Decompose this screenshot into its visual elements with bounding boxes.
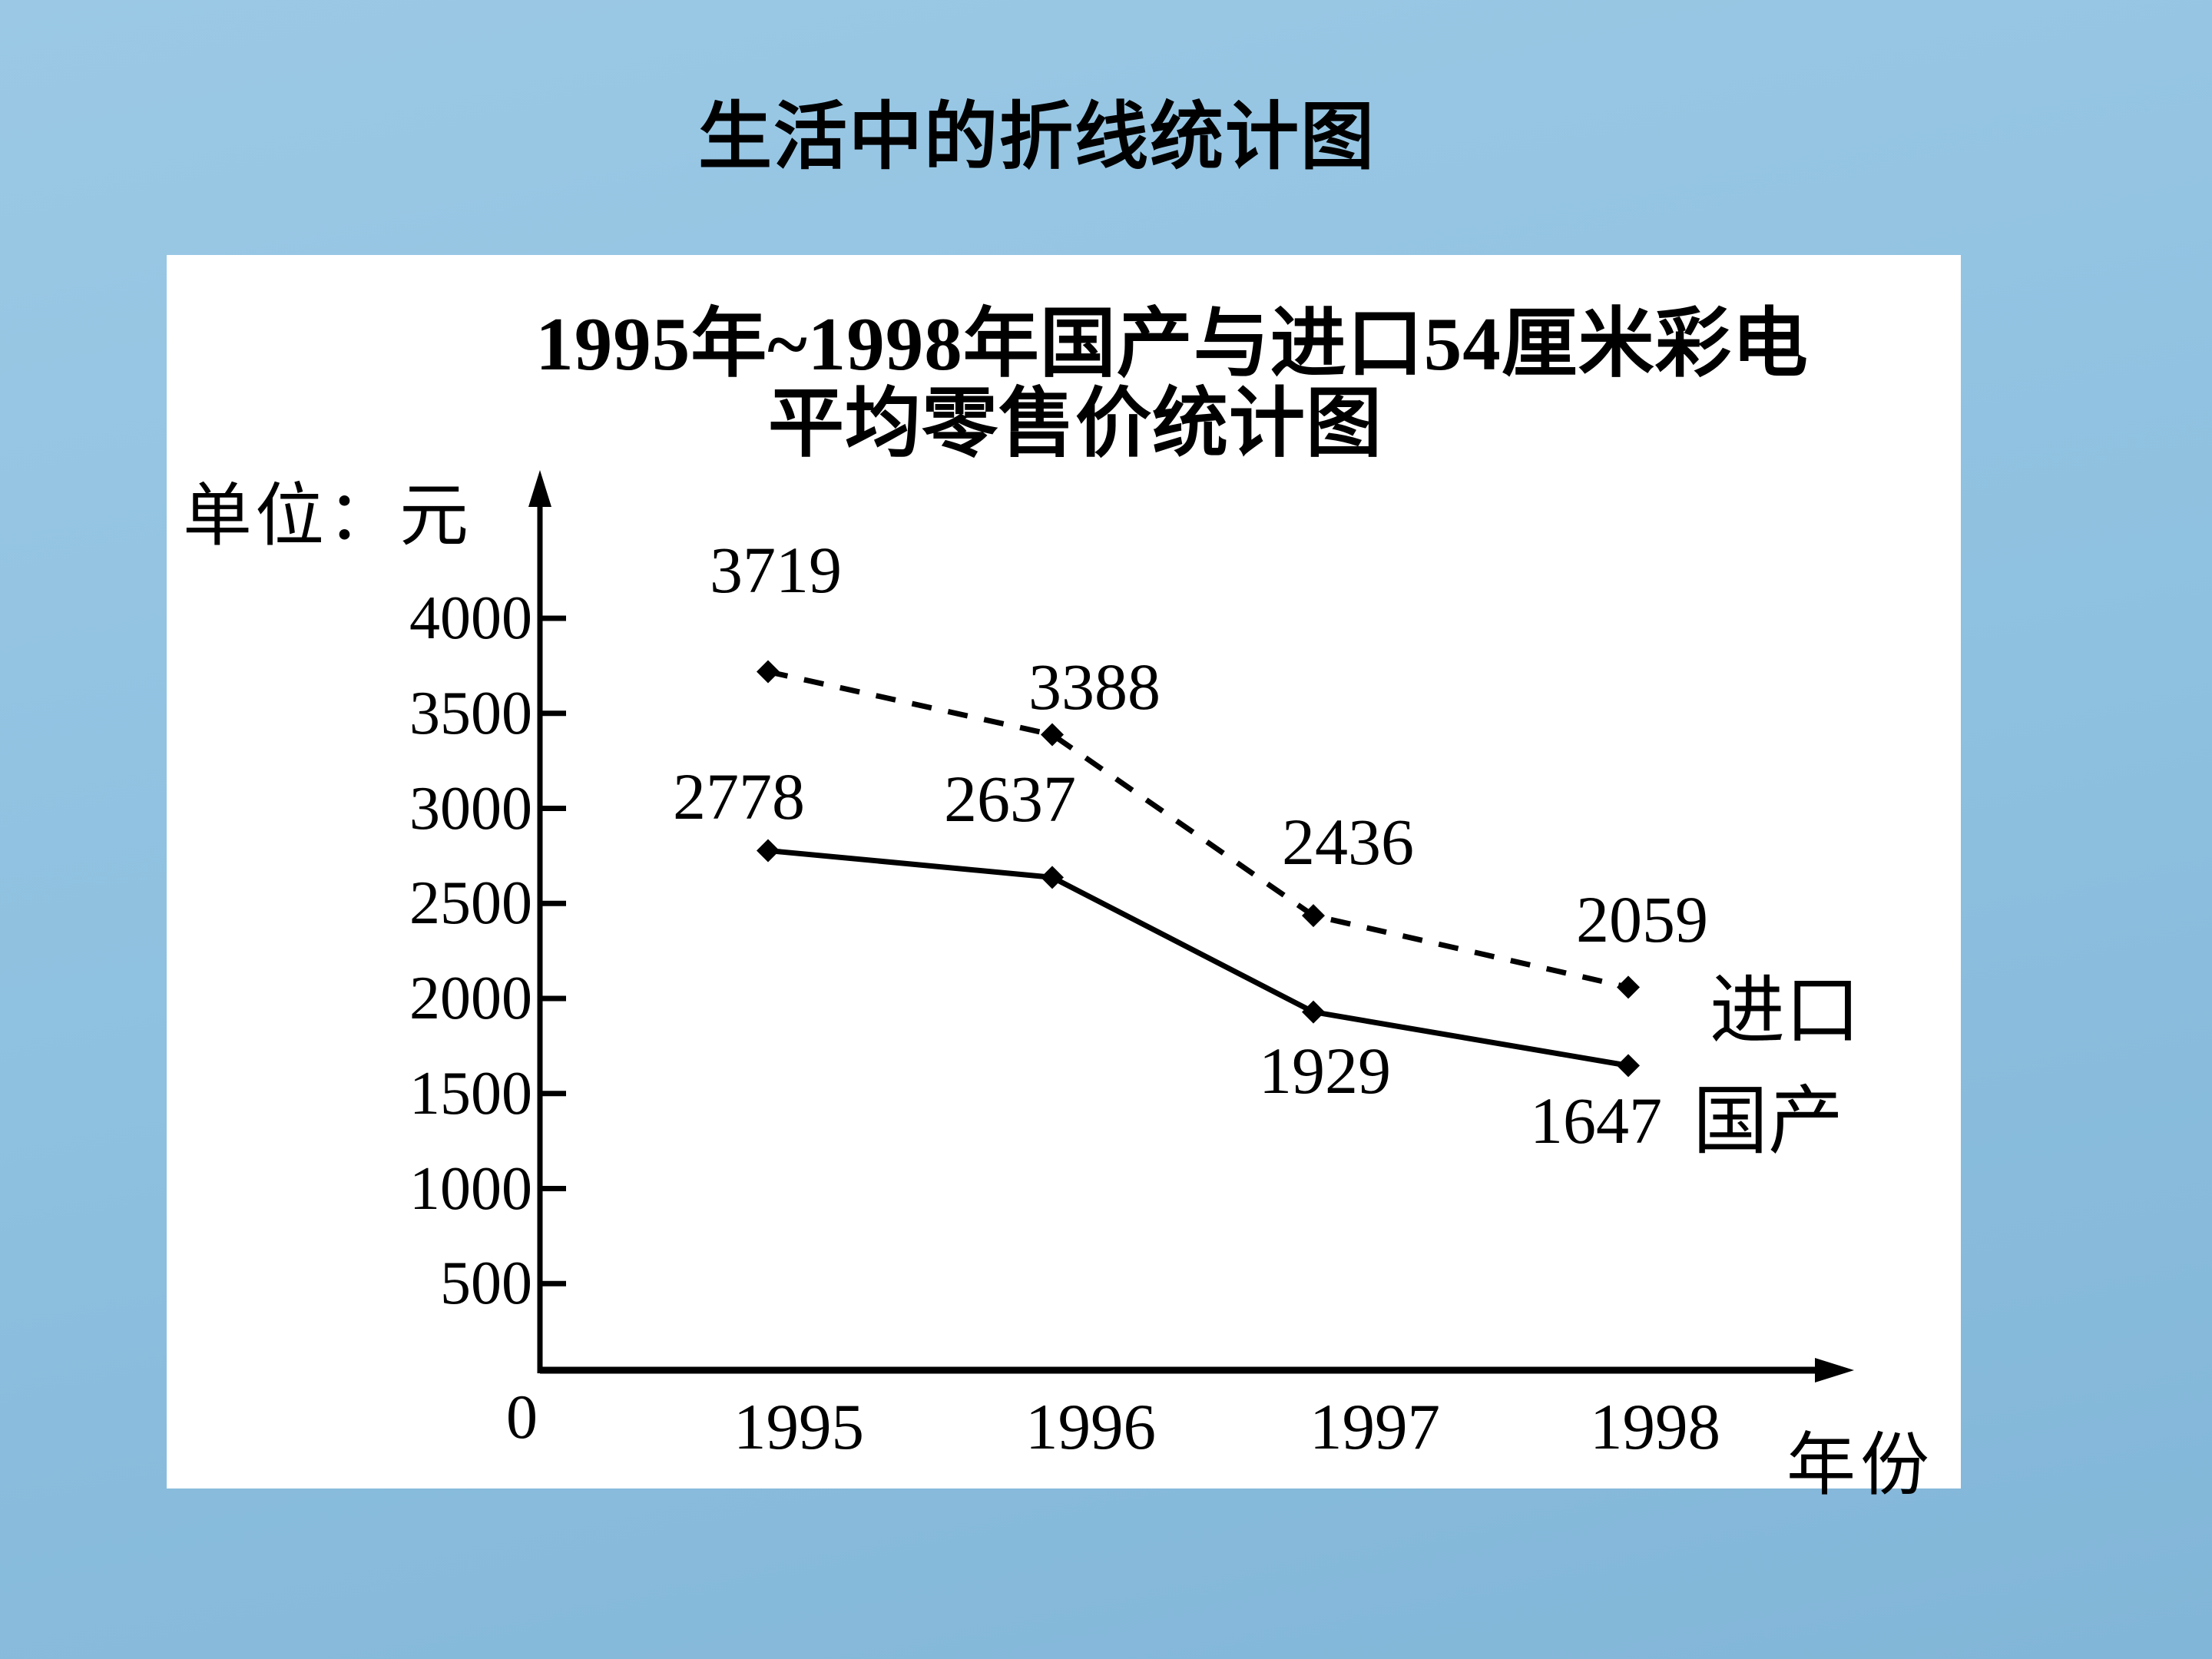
chart-title-line1: 1995年~1998年国产与进口54厘米彩电 xyxy=(535,303,1809,386)
y-tick-label: 500 xyxy=(440,1250,532,1318)
data-point-label: 3719 xyxy=(710,532,842,607)
y-tick-label: 4000 xyxy=(409,584,532,652)
slide-title: 生活中的折线统计图 xyxy=(698,96,1376,178)
x-tick-label: 1998 xyxy=(1590,1391,1720,1463)
legend-import-label: 进口 xyxy=(1710,970,1861,1053)
y-axis-unit-label: 单位：元 xyxy=(183,478,472,555)
data-point-label: 2637 xyxy=(944,762,1076,836)
x-tick-label: 1996 xyxy=(1025,1391,1156,1463)
legend-domestic-label: 国产 xyxy=(1693,1081,1844,1164)
y-tick-label: 2500 xyxy=(409,869,532,938)
y-tick-label: 3000 xyxy=(409,774,532,843)
data-point-label: 2436 xyxy=(1282,805,1414,879)
data-point-label: 1929 xyxy=(1259,1033,1391,1108)
chart-panel xyxy=(167,255,1961,1488)
x-tick-label: 1995 xyxy=(733,1391,864,1463)
data-point-label: 1647 xyxy=(1530,1084,1662,1158)
x-axis-title: 年份 xyxy=(1786,1428,1934,1504)
data-point-label: 2778 xyxy=(673,760,805,834)
data-point-label: 2059 xyxy=(1576,882,1708,957)
y-tick-label: 1500 xyxy=(409,1059,532,1128)
origin-label: 0 xyxy=(506,1382,538,1452)
y-tick-label: 1000 xyxy=(409,1154,532,1223)
y-tick-label: 3500 xyxy=(409,679,532,747)
y-tick-label: 2000 xyxy=(409,965,532,1032)
data-point-label: 3388 xyxy=(1028,650,1161,724)
chart-title-line2: 平均零售价统计图 xyxy=(768,382,1382,466)
x-tick-label: 1997 xyxy=(1310,1391,1440,1463)
